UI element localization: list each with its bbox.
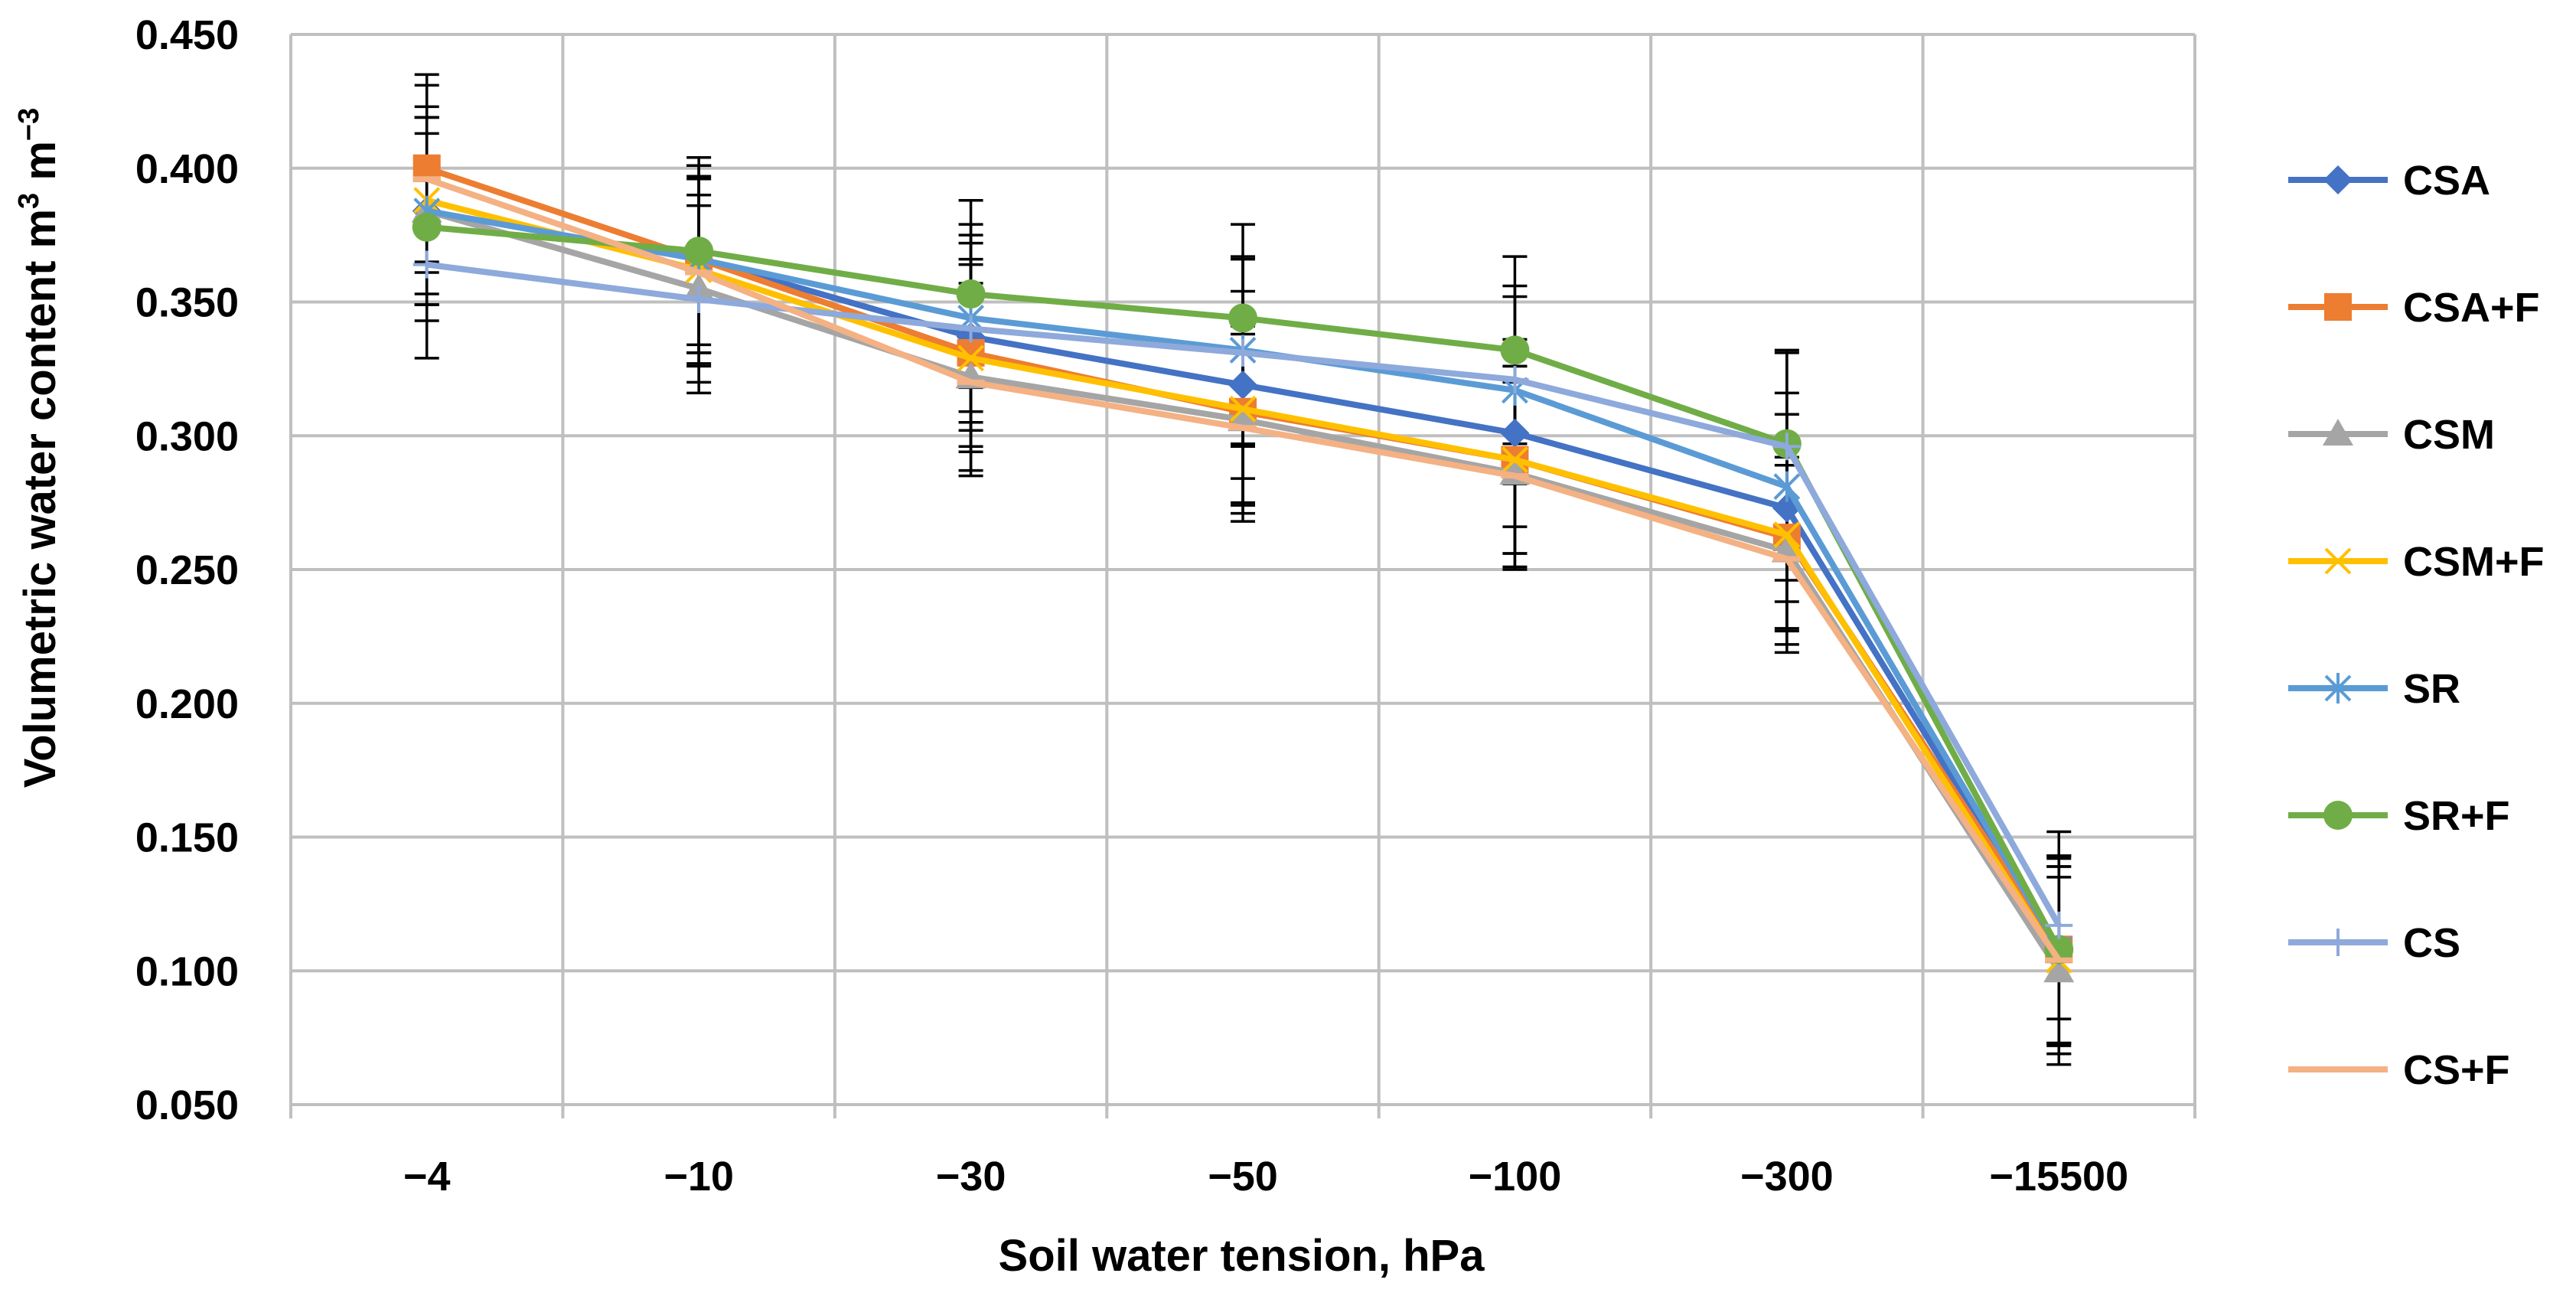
- legend-label: CSM+F: [2403, 539, 2545, 585]
- data-point: [1773, 521, 1801, 548]
- legend-label: CSM: [2403, 412, 2495, 458]
- y-tick-label: 0.300: [135, 413, 239, 459]
- data-point: [1228, 370, 1257, 400]
- x-tick-label: −300: [1740, 1154, 1834, 1200]
- data-point: [2043, 955, 2075, 983]
- y-axis-title-sup1: 3: [13, 193, 45, 209]
- grid: [289, 33, 2196, 1118]
- y-axis-title-base: Volumetric water content m: [15, 209, 65, 788]
- legend-item: CSA: [2288, 158, 2490, 204]
- data-point: [1229, 338, 1257, 367]
- legend-item: CS+F: [2288, 1047, 2510, 1093]
- x-tick-labels: −4 −10 −30 −50 −100 −300 −15500: [403, 1154, 2128, 1200]
- y-tick-label: 0.350: [135, 280, 239, 326]
- data-point: [1502, 446, 1528, 474]
- legend-label: SR: [2403, 666, 2460, 712]
- x-tick-label: −15500: [1989, 1154, 2128, 1200]
- legend-item: CSM+F: [2288, 539, 2545, 585]
- series-layer: [411, 154, 2075, 983]
- legend-marker: [2323, 165, 2353, 194]
- y-tick-labels: 0.050 0.100 0.150 0.200 0.250 0.300 0.350 0.400…: [135, 12, 239, 1128]
- data-point: [1500, 418, 1530, 448]
- legend-marker: [2324, 929, 2352, 956]
- data-point: [1501, 365, 1529, 393]
- data-point: [2044, 935, 2074, 965]
- y-tick-label: 0.050: [135, 1082, 239, 1128]
- data-point: [412, 250, 441, 279]
- y-tick-label: 0.400: [135, 146, 239, 192]
- data-point: [412, 212, 442, 242]
- data-point: [684, 237, 714, 266]
- series-cs: [412, 250, 2073, 939]
- x-tick-label: −10: [664, 1154, 734, 1200]
- data-point: [1229, 395, 1257, 423]
- data-point: [1773, 471, 1801, 502]
- x-tick-label: −30: [936, 1154, 1006, 1200]
- legend-marker: [2324, 547, 2352, 575]
- legend-item: CS: [2288, 920, 2460, 966]
- data-point: [956, 279, 986, 309]
- legend-item: SR: [2288, 666, 2460, 712]
- legend-item: SR+F: [2288, 793, 2510, 839]
- legend-item: CSM: [2288, 412, 2495, 458]
- y-tick-label: 0.250: [135, 547, 239, 593]
- data-point: [685, 286, 713, 314]
- x-axis-title: Soil water tension, hPa: [999, 1231, 1485, 1281]
- legend-label: CSA+F: [2403, 285, 2540, 331]
- x-tick-label: −50: [1208, 1154, 1278, 1200]
- series-cs-plus-f: [412, 175, 2073, 963]
- data-point: [1500, 335, 1530, 365]
- legend-marker: [2323, 419, 2353, 446]
- data-point: [2045, 911, 2073, 939]
- y-tick-label: 0.450: [135, 12, 239, 58]
- legend-label: CSA: [2403, 158, 2490, 204]
- data-point: [1772, 433, 1801, 461]
- y-tick-label: 0.100: [135, 948, 239, 994]
- data-point: [957, 315, 985, 343]
- legend-marker: [2324, 293, 2352, 321]
- legend-item: CSA+F: [2288, 285, 2540, 331]
- y-tick-label: 0.200: [135, 681, 239, 727]
- x-tick-label: −100: [1469, 1154, 1562, 1200]
- y-axis-title-mid: m: [15, 141, 65, 193]
- x-tick-label: −4: [403, 1154, 451, 1200]
- legend-marker: [2324, 673, 2352, 703]
- legend: CSA CSA+F CSM CSM+F SR SR+F CS CS+F: [2288, 158, 2545, 1093]
- y-axis-title-sup2: −3: [13, 108, 45, 141]
- y-tick-label: 0.150: [135, 815, 239, 861]
- data-point: [957, 344, 984, 372]
- legend-marker: [2323, 801, 2353, 830]
- legend-label: SR+F: [2403, 793, 2510, 839]
- y-axis-title: Volumetric water content m3 m−3: [13, 108, 65, 788]
- legend-label: CS+F: [2403, 1047, 2510, 1093]
- data-point: [1228, 303, 1257, 333]
- legend-label: CS: [2403, 920, 2460, 966]
